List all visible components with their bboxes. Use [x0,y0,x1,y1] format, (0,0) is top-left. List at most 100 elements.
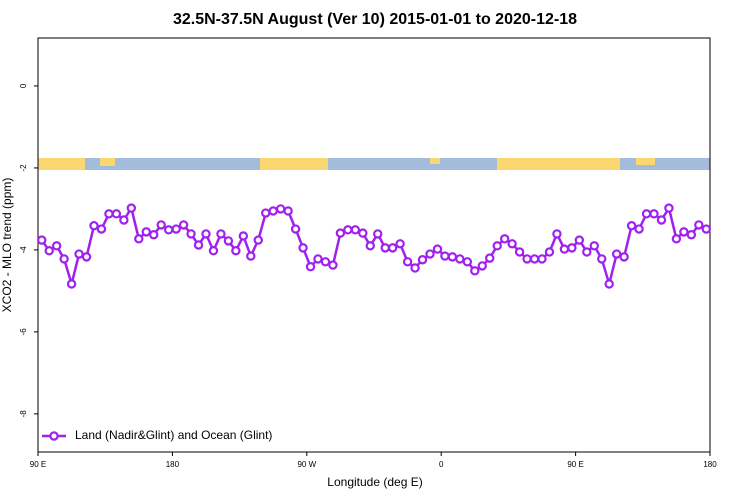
data-point [656,215,667,225]
data-point [51,241,62,251]
data-point [641,209,652,219]
data-point [193,240,204,250]
data-point [387,243,398,253]
data-point [440,251,450,261]
data-point [522,254,532,264]
data-point [425,249,435,259]
plot-frame [37,37,711,453]
x-tick-label: 180 [166,460,180,469]
data-point [283,206,293,216]
data-point [671,234,682,244]
data-point [201,229,211,239]
data-point [365,241,375,251]
data-point [246,251,256,261]
data-point [462,257,473,267]
x-tick-label: 90 W [297,460,316,469]
data-point [238,231,249,241]
land-band [260,158,328,170]
data-point [432,244,443,254]
data-point [66,279,77,289]
data-point [626,221,637,231]
x-tick-label: 0 [439,460,444,469]
data-point [335,228,346,238]
x-tick-label: 180 [703,460,717,469]
data-point [44,246,54,256]
data-point [134,234,144,244]
data-point [552,229,562,239]
legend-marker [49,431,59,441]
data-point [701,224,711,234]
x-tick-label: 90 E [30,460,46,469]
data-point [223,236,234,246]
data-point [597,254,607,264]
land-band [38,158,85,170]
data-point [410,263,420,273]
data-point [37,235,47,245]
y-tick-label: -8 [19,410,28,418]
data-point [253,235,263,245]
y-tick-label: 0 [19,83,28,88]
data-point [305,262,316,272]
land-band [430,158,440,164]
land-band [497,158,620,170]
data-point [470,266,480,276]
data-point [604,279,614,289]
data-point [328,260,338,270]
land-band [100,158,115,166]
data-point [664,203,674,213]
data-point [537,254,547,264]
data-point [634,224,644,234]
x-axis-label: Longitude (deg E) [327,475,422,489]
data-point [275,204,286,214]
y-tick-label: -2 [19,164,28,172]
chart-title: 32.5N-37.5N August (Ver 10) 2015-01-01 t… [173,11,577,28]
data-point [373,229,383,239]
data-point [81,252,92,262]
data-point [686,230,697,240]
data-point [343,225,353,235]
data-point [380,243,390,253]
data-point [104,209,114,219]
data-point [574,235,585,245]
data-point [96,224,107,234]
data-point [208,246,219,256]
data-point [290,224,301,234]
data-point [395,239,405,249]
data-point [582,247,592,257]
data-point [544,247,555,257]
data-point [559,244,570,254]
data-point [89,221,99,231]
data-point [111,209,122,219]
data-point [447,252,458,262]
data-point [149,230,159,240]
data-point [358,228,368,238]
data-point [402,257,413,267]
data-point [694,220,704,230]
data-point [514,247,525,257]
data-point [163,225,174,235]
data-point [649,209,659,219]
y-tick-label: -4 [19,246,28,254]
data-point [477,261,487,271]
data-point [619,252,629,262]
data-point [313,254,323,264]
data-point [417,255,428,265]
land-band [636,158,655,165]
data-point [611,249,622,259]
data-point [679,227,689,237]
data-point [567,243,577,253]
data-point [298,243,308,253]
data-point [529,254,540,264]
data-point [589,241,599,251]
x-tick-label: 90 E [567,460,583,469]
land-mask [38,158,710,170]
y-tick-label: -6 [19,328,28,336]
data-point [268,206,278,216]
data-point [59,254,69,264]
data-point [74,249,84,259]
legend-label: Land (Nadir&Glint) and Ocean (Glint) [75,428,272,442]
data-point [186,229,196,239]
data-point [350,225,361,235]
data-point [320,257,331,267]
